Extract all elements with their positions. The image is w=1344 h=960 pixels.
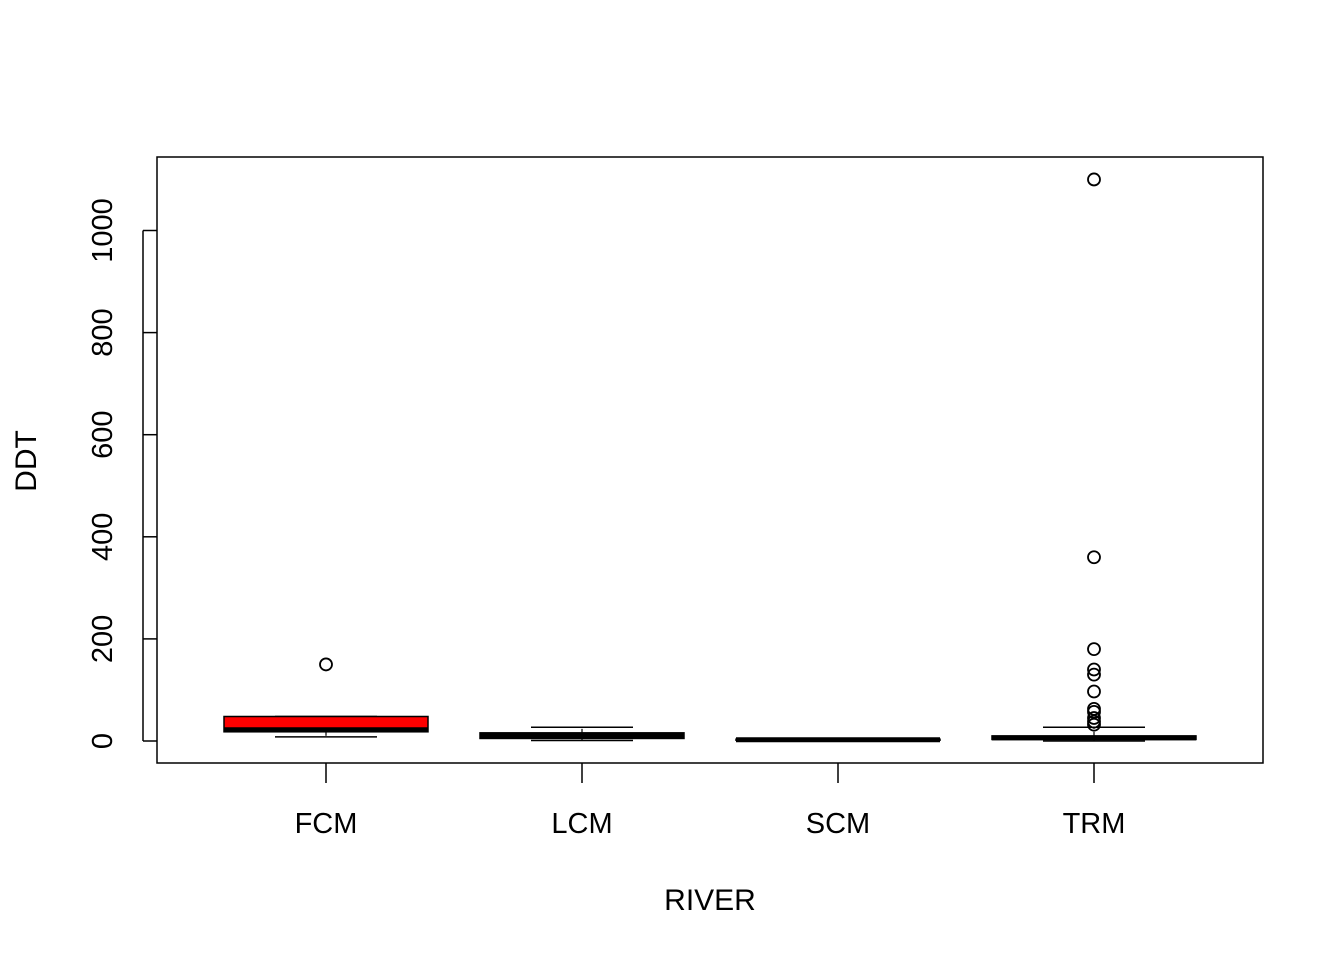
- outlier-point: [1087, 662, 1101, 677]
- box-trm: [991, 172, 1197, 742]
- y-tick-label: 1000: [87, 198, 119, 263]
- box-lcm: [479, 726, 685, 742]
- y-tick-label: 200: [87, 615, 119, 663]
- y-tick-label: 400: [87, 513, 119, 561]
- x-axis-title: RIVER: [664, 884, 756, 917]
- outlier-point: [1087, 642, 1101, 657]
- plot-frame: [156, 156, 1264, 764]
- x-tick-label: FCM: [295, 808, 358, 840]
- y-tick-label: 600: [87, 411, 119, 459]
- y-tick-label: 0: [87, 733, 119, 749]
- outlier-point: [1087, 172, 1101, 187]
- outlier-point: [1087, 711, 1101, 725]
- x-tick-label: LCM: [551, 808, 612, 840]
- y-tick-label: 800: [87, 308, 119, 356]
- y-axis-title: DDT: [10, 430, 43, 492]
- outlier-point: [1087, 684, 1101, 699]
- y-axis: 0 200 400 600 800 1000: [87, 198, 157, 749]
- outlier-point: [1087, 550, 1101, 565]
- outlier-point: [1087, 667, 1101, 682]
- box-fcm: [223, 657, 429, 738]
- boxes-layer: [223, 172, 1197, 743]
- outlier-point: [319, 657, 333, 672]
- outlier-point: [1087, 717, 1101, 732]
- x-tick-label: TRM: [1063, 808, 1126, 840]
- x-tick-label: SCM: [806, 808, 870, 840]
- box-scm: [735, 737, 941, 743]
- x-axis: FCM LCM SCM TRM: [295, 763, 1126, 840]
